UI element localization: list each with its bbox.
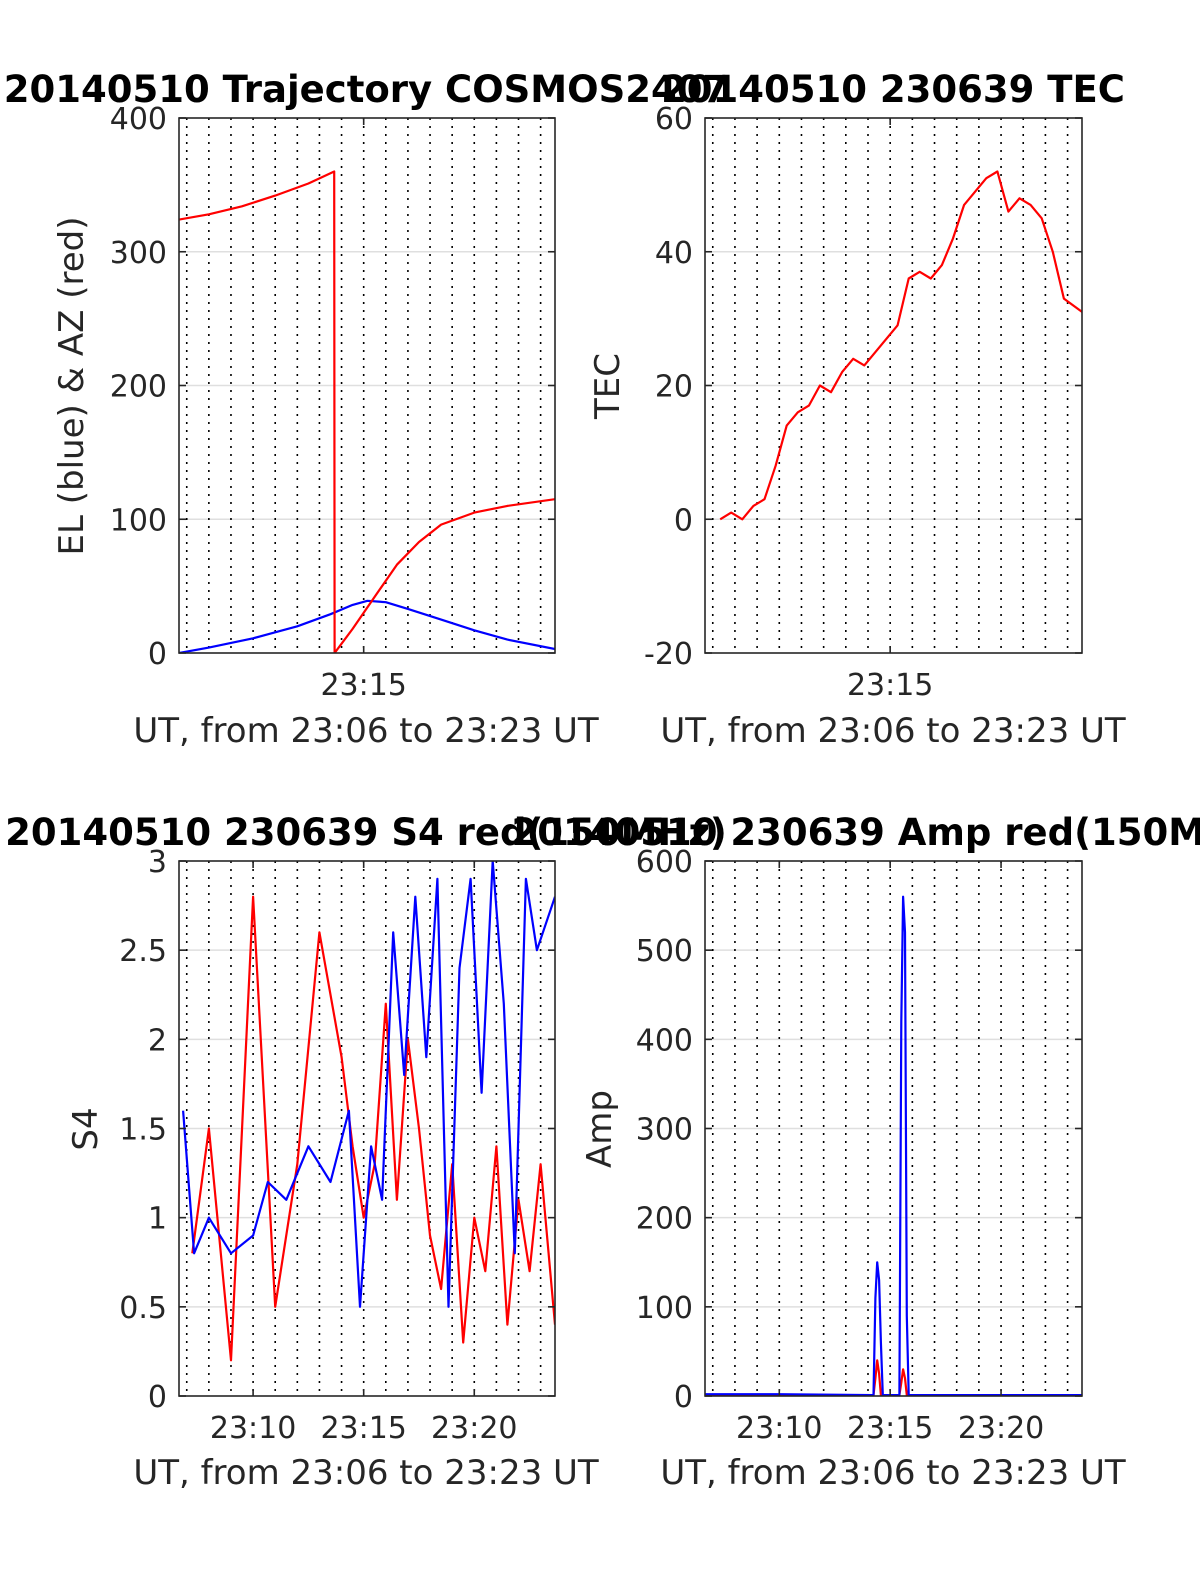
tec-panel: 20140510 230639 TEC TEC UT, from 23:06 t…: [588, 68, 1126, 751]
x-tick-label: 23:15: [847, 668, 933, 703]
y-tick-label: 2: [148, 1023, 167, 1058]
y-tick-label: 2.5: [119, 934, 167, 969]
x-axis-label: UT, from 23:06 to 23:23 UT: [133, 1453, 599, 1493]
s4-panel: 20140510 230639 S4 red(150MHz) S4 UT, fr…: [5, 811, 727, 1493]
y-tick-label: 100: [636, 1291, 693, 1326]
chart-title: 20140510 230639 Amp red(150MHz): [512, 811, 1200, 854]
y-tick-label: 20: [655, 370, 693, 405]
y-tick-label: 400: [110, 102, 167, 137]
x-tick-label: 23:20: [958, 1411, 1044, 1446]
y-tick-label: 1.5: [119, 1113, 167, 1148]
series-line-2: [179, 170, 555, 653]
y-tick-label: 0: [674, 503, 693, 538]
amp-panel: 20140510 230639 Amp red(150MHz) Amp UT, …: [512, 811, 1200, 1493]
y-tick-label: 0: [674, 1380, 693, 1415]
y-tick-label: 1: [148, 1202, 167, 1237]
x-tick-label: 23:15: [320, 1411, 406, 1446]
y-tick-label: 40: [655, 236, 693, 271]
x-tick-label: 23:15: [320, 668, 406, 703]
y-tick-label: 0.5: [119, 1291, 167, 1326]
y-tick-label: 300: [110, 236, 167, 271]
y-tick-label: 200: [636, 1202, 693, 1237]
y-tick-label: 300: [636, 1113, 693, 1148]
y-tick-label: 3: [148, 845, 167, 880]
y-tick-label: 100: [110, 503, 167, 538]
y-tick-label: 400: [636, 1023, 693, 1058]
y-tick-label: 0: [148, 1380, 167, 1415]
y-axis-label: EL (blue) & AZ (red): [52, 216, 92, 555]
y-tick-label: 0: [148, 637, 167, 672]
trajectory-panel: 20140510 Trajectory COSMOS2407 EL (blue)…: [4, 68, 728, 751]
x-axis-label: UT, from 23:06 to 23:23 UT: [660, 1453, 1126, 1493]
series-line-2: [182, 861, 555, 1308]
x-tick-label: 23:20: [431, 1411, 517, 1446]
y-axis-label: S4: [66, 1107, 106, 1150]
x-axis-label: UT, from 23:06 to 23:23 UT: [660, 711, 1126, 751]
y-tick-label: 500: [636, 934, 693, 969]
series-line-1: [719, 170, 1082, 521]
x-tick-label: 23:15: [847, 1411, 933, 1446]
y-tick-label: 600: [636, 845, 693, 880]
y-tick-label: 60: [655, 102, 693, 137]
chart-title: 20140510 230639 S4 red(150MHz): [5, 811, 727, 854]
series-line-1: [179, 599, 555, 653]
series-line-1: [191, 895, 555, 1362]
y-tick-label: -20: [644, 637, 693, 672]
x-tick-label: 23:10: [736, 1411, 822, 1446]
chart-title: 20140510 Trajectory COSMOS2407: [4, 68, 728, 111]
series-line-2: [705, 895, 1082, 1396]
y-axis-label: TEC: [588, 353, 628, 420]
chart-title: 20140510 230639 TEC: [661, 68, 1125, 111]
x-tick-label: 23:10: [210, 1411, 296, 1446]
y-tick-label: 200: [110, 370, 167, 405]
y-axis-label: Amp: [580, 1090, 620, 1168]
x-axis-label: UT, from 23:06 to 23:23 UT: [133, 711, 599, 751]
